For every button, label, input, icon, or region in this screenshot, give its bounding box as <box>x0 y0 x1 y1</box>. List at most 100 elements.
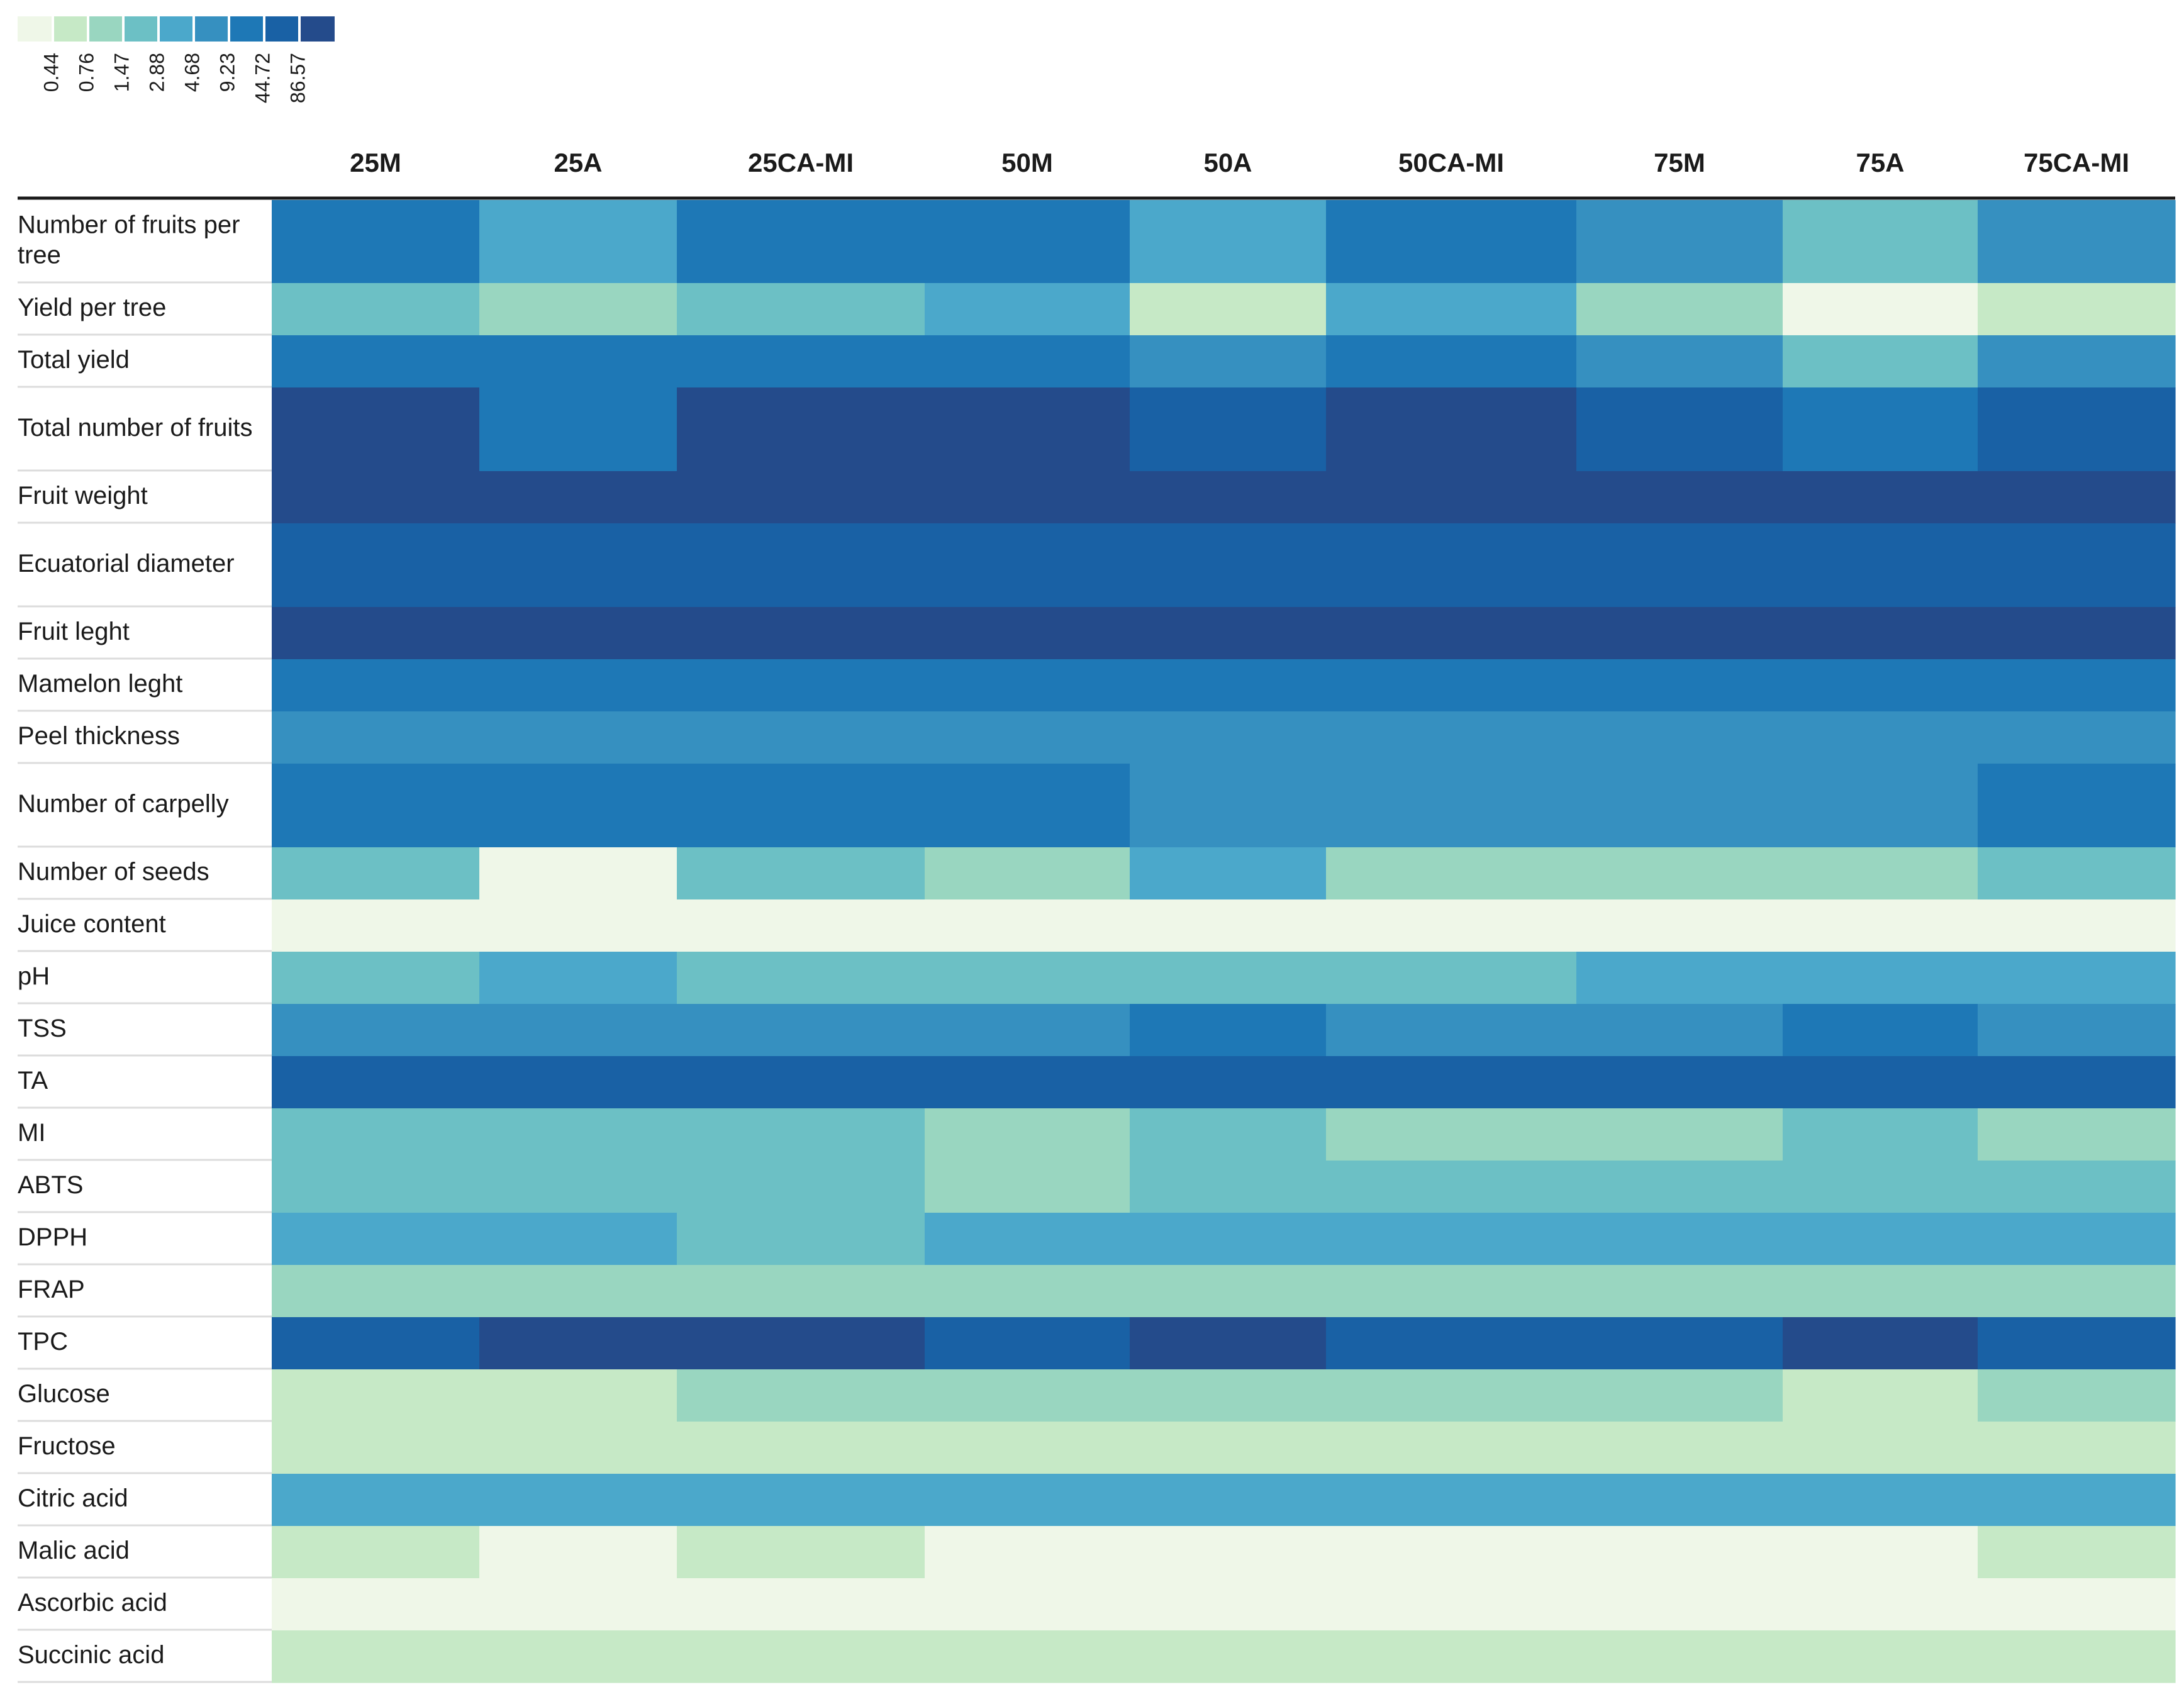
heatmap-cell <box>677 607 925 660</box>
heatmap-cell <box>272 335 480 388</box>
row-label: Total number of fruits <box>18 414 253 442</box>
heatmap-cell <box>677 387 925 472</box>
heatmap-cell <box>1130 1578 1327 1631</box>
row-label: ABTS <box>18 1171 83 1199</box>
heatmap-cell <box>925 387 1130 472</box>
heatmap-cell <box>1130 1422 1327 1474</box>
heatmap-cell <box>1130 1161 1327 1213</box>
heatmap-cell <box>1130 899 1327 952</box>
heatmap-cell <box>272 471 480 524</box>
heatmap-cell <box>925 335 1130 388</box>
heatmap-cell <box>925 1578 1130 1631</box>
heatmap-cell <box>1576 1317 1783 1370</box>
legend-label-6: 44.72 <box>251 53 274 103</box>
heatmap-cell <box>1978 200 2176 284</box>
heatmap-cell <box>1978 1474 2176 1527</box>
heatmap-cell <box>1576 847 1783 900</box>
heatmap-cell <box>479 1161 677 1213</box>
heatmap-cell <box>1978 387 2176 472</box>
heatmap-cell <box>1326 952 1577 1005</box>
heatmap-cell <box>925 471 1130 524</box>
heatmap-cell <box>1978 1213 2176 1266</box>
heatmap-cell <box>1576 1369 1783 1422</box>
heatmap-cell <box>1576 1161 1783 1213</box>
column-header-50M: 50M <box>1001 148 1053 177</box>
column-header-50A: 50A <box>1203 148 1252 177</box>
heatmap-cell <box>1576 1526 1783 1579</box>
heatmap-cell <box>1783 1004 1978 1057</box>
heatmap-cell <box>272 387 480 472</box>
heatmap-cell <box>1326 1004 1577 1057</box>
heatmap-cell <box>272 1422 480 1474</box>
heatmap-cell <box>1978 1108 2176 1161</box>
heatmap-cell <box>1576 1265 1783 1318</box>
row-label: FRAP <box>18 1276 85 1303</box>
heatmap-cell <box>1978 847 2176 900</box>
row-label: Peel thickness <box>18 722 180 750</box>
heatmap-cell <box>677 1526 925 1579</box>
heatmap-cell <box>1576 1213 1783 1266</box>
heatmap-cell <box>677 711 925 764</box>
heatmap-cell <box>1978 607 2176 660</box>
heatmap-cell <box>479 200 677 284</box>
heatmap-cell <box>677 471 925 524</box>
row-label: TSS <box>18 1015 67 1042</box>
row-label: Citric acid <box>18 1484 128 1512</box>
heatmap-cell <box>1130 200 1327 284</box>
row-label: Glucose <box>18 1380 110 1408</box>
heatmap-cell <box>1130 283 1327 336</box>
heatmap-cell <box>1978 1265 2176 1318</box>
heatmap-cell <box>1783 952 1978 1005</box>
heatmap-cell <box>272 764 480 848</box>
legend-label-5: 9.23 <box>216 53 238 92</box>
heatmap-cell <box>1783 387 1978 472</box>
heatmap-cell <box>1783 607 1978 660</box>
heatmap-cell <box>1326 659 1577 712</box>
heatmap-cell <box>1978 711 2176 764</box>
heatmap-cell <box>1326 607 1577 660</box>
heatmap-cell <box>1783 1578 1978 1631</box>
heatmap-cell <box>677 1265 925 1318</box>
legend-swatch-0 <box>18 16 53 42</box>
heatmap-cell <box>1576 607 1783 660</box>
heatmap-cell <box>1130 711 1327 764</box>
heatmap-cell <box>1326 387 1577 472</box>
heatmap-cell <box>1130 847 1327 900</box>
heatmap-cell <box>272 1630 480 1683</box>
heatmap-cell <box>1326 1369 1577 1422</box>
heatmap-cell <box>1576 1422 1783 1474</box>
column-header-25CA-MI: 25CA-MI <box>748 148 854 177</box>
heatmap-cell <box>1783 764 1978 848</box>
heatmap-cell <box>272 1474 480 1527</box>
heatmap-cell <box>1130 659 1327 712</box>
heatmap-cell <box>1978 764 2176 848</box>
heatmap-cell <box>1783 711 1978 764</box>
heatmap-cell <box>1783 1474 1978 1527</box>
heatmap-cell <box>272 1213 480 1266</box>
heatmap-cell <box>272 847 480 900</box>
row-label: Mamelon leght <box>18 670 182 698</box>
heatmap-cell <box>479 1056 677 1109</box>
heatmap-cell <box>272 1526 480 1579</box>
heatmap-cell <box>1783 1422 1978 1474</box>
heatmap-cell <box>1783 1630 1978 1683</box>
heatmap-cell <box>1978 659 2176 712</box>
legend-label-3: 2.88 <box>145 53 168 92</box>
heatmap-cell <box>1783 200 1978 284</box>
heatmap-cell <box>1783 659 1978 712</box>
heatmap-cell <box>1326 1317 1577 1370</box>
heatmap-cell <box>479 523 677 608</box>
heatmap-cell <box>479 471 677 524</box>
heatmap-cell <box>677 1474 925 1527</box>
heatmap-cell <box>1326 711 1577 764</box>
heatmap-cell <box>479 711 677 764</box>
heatmap-cell <box>1978 283 2176 336</box>
heatmap-cell <box>1576 283 1783 336</box>
row-label: Fructose <box>18 1432 116 1460</box>
heatmap-cell <box>1978 1578 2176 1631</box>
row-label: Ascorbic acid <box>18 1589 167 1617</box>
heatmap-cell <box>1783 1213 1978 1266</box>
legend-swatch-8 <box>299 16 335 42</box>
heatmap-cell <box>1326 283 1577 336</box>
heatmap-cell <box>1326 1265 1577 1318</box>
